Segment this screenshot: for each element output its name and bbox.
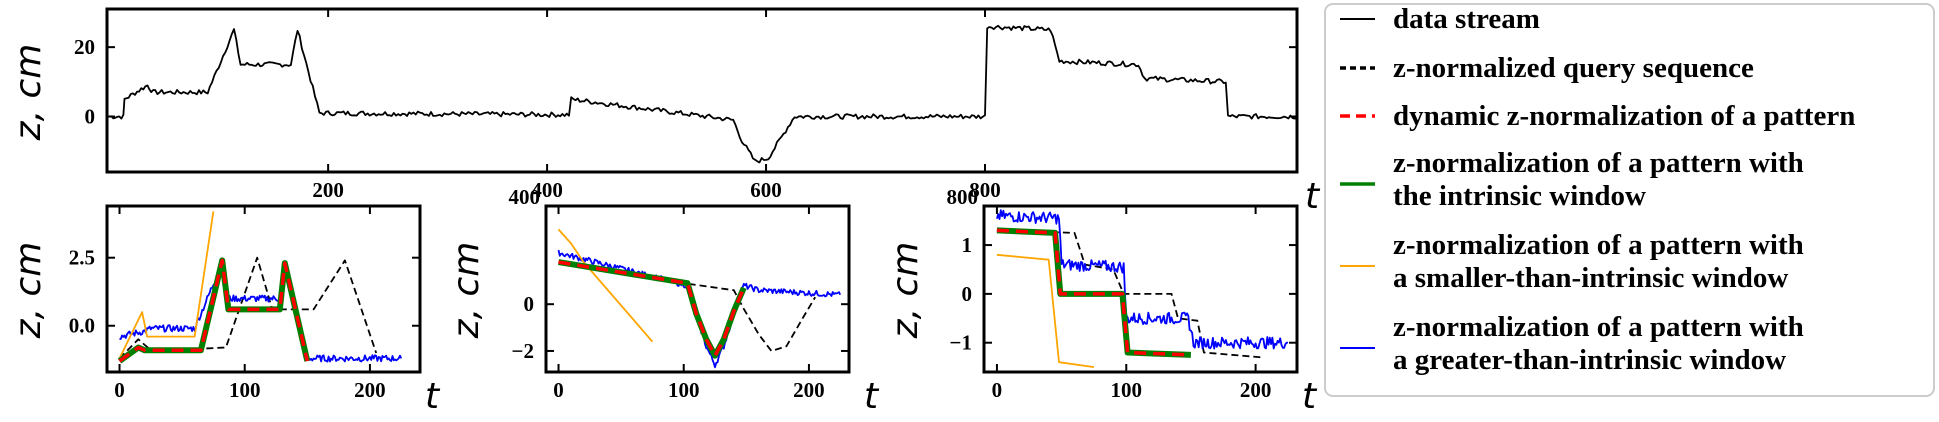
legend-entry-label: the intrinsic window	[1393, 180, 1646, 212]
x-tick-label: 100	[668, 378, 700, 402]
legend-entry-label: a smaller-than-intrinsic window	[1393, 262, 1788, 294]
series-line-intrinsic-window	[558, 259, 747, 359]
series-line-greater-window	[119, 260, 403, 363]
series-line-dynamic	[558, 260, 746, 358]
panel-data-stream: 200 400 600 800 0 20 t z, cm	[8, 7, 1321, 217]
y-tick-label: 20	[74, 35, 95, 59]
y-axis-label: z, cm	[8, 242, 49, 340]
panel-pattern-2: 0 100 200 −2 0 400 t z, cm	[446, 185, 880, 417]
series-line-dynamic	[118, 258, 310, 363]
x-tick-label: 0	[553, 378, 564, 402]
y-tick-label: 0.0	[69, 314, 95, 338]
axes-frame	[544, 204, 851, 374]
legend-entry-label: a greater-than-intrinsic window	[1393, 344, 1786, 376]
y-axis-label: z, cm	[8, 44, 49, 142]
legend-entry-label: dynamic z-normalization of a pattern	[1393, 100, 1855, 132]
y-tick-label: −1	[950, 331, 972, 355]
y-tick-label: 0	[524, 292, 535, 316]
x-axis-label: t	[425, 376, 441, 417]
legend-entry-label: z-normalization of a pattern with	[1393, 311, 1804, 343]
legend-entry-label: z-normalized query sequence	[1393, 52, 1754, 84]
x-tick-label: 200	[354, 378, 386, 402]
legend-entry-label: z-normalization of a pattern with	[1393, 229, 1804, 261]
x-tick-label: 800	[969, 178, 1001, 202]
x-tick-label: 200	[793, 378, 825, 402]
legend-entry-label: data stream	[1393, 3, 1540, 35]
series-line-greater-window	[996, 209, 1288, 350]
x-tick-label: 100	[229, 378, 261, 402]
y-tick-label-top: 800	[947, 185, 979, 209]
y-tick-label-top: 400	[509, 185, 541, 209]
y-tick-label: 1	[962, 233, 973, 257]
legend-entry-label: z-normalization of a pattern with	[1393, 147, 1804, 179]
series-line-intrinsic-window	[117, 257, 311, 364]
series-line-smaller-window	[118, 211, 215, 359]
axes-frame	[105, 204, 422, 374]
x-tick-label: 200	[312, 178, 344, 202]
x-tick-label: 600	[750, 178, 782, 202]
series-line-data-stream	[109, 24, 1297, 164]
x-tick-label: 100	[1111, 378, 1143, 402]
y-tick-label: 0	[85, 105, 96, 129]
x-tick-label: 0	[992, 378, 1003, 402]
x-tick-label: 0	[114, 378, 125, 402]
panel-pattern-3: 0 100 200 −1 0 1 800 t z, cm	[885, 185, 1318, 417]
y-tick-label: −2	[512, 339, 534, 363]
y-axis-label: z, cm	[446, 242, 487, 340]
x-axis-label: t	[1302, 376, 1318, 417]
y-tick-label: 2.5	[69, 246, 95, 270]
axes-frame	[105, 7, 1299, 174]
y-axis-label: z, cm	[885, 242, 926, 340]
series-line-smaller-window	[557, 228, 654, 343]
y-tick-label: 0	[962, 282, 973, 306]
x-axis-label: t	[1305, 176, 1321, 217]
legend: data stream z-normalized query sequence dy…	[1324, 3, 1935, 397]
legend-frame	[1324, 3, 1935, 397]
panel-pattern-1: 0 100 200 0.0 2.5 t z, cm	[8, 204, 441, 417]
series-line-smaller-window	[996, 253, 1095, 368]
series-line-dynamic	[996, 228, 1191, 357]
axes-frame	[982, 204, 1299, 374]
x-tick-label: 400	[531, 178, 563, 202]
x-tick-label: 200	[1240, 378, 1272, 402]
x-axis-label: t	[864, 376, 880, 417]
series-line-query	[118, 256, 378, 360]
series-line-query	[558, 261, 816, 352]
